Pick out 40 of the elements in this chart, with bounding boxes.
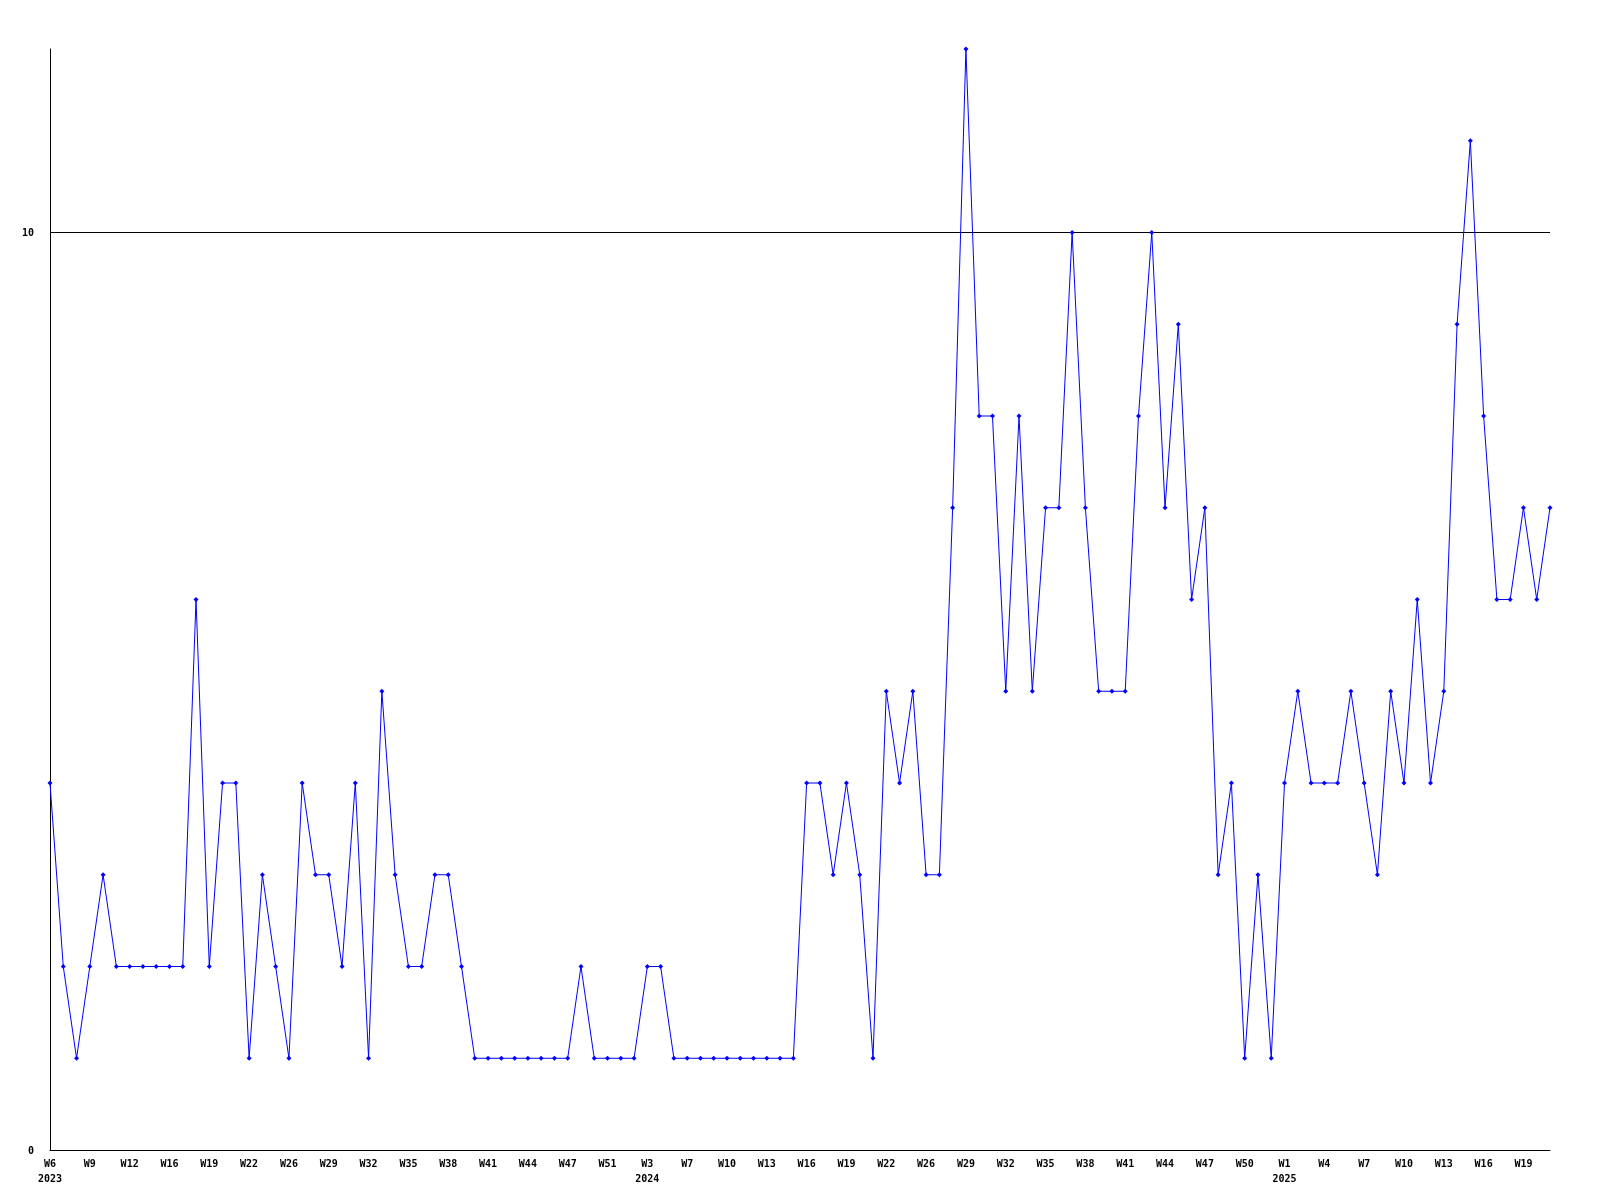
x-tick-label: W1 2025 [1272, 1158, 1297, 1184]
x-tick-label: W22 [877, 1158, 896, 1169]
x-tick-label: W16 [797, 1158, 816, 1169]
x-tick-label: W41 [1116, 1158, 1135, 1169]
x-tick-label: W7 [1358, 1158, 1371, 1169]
x-tick-label: W9 [83, 1158, 96, 1169]
x-tick-label: W13 [757, 1158, 776, 1169]
x-tick-label: W47 [1195, 1158, 1214, 1169]
x-tick-label: W7 [681, 1158, 694, 1169]
x-tick-label: W47 [558, 1158, 577, 1169]
x-tick-label: W35 [399, 1158, 418, 1169]
x-tick-label: W22 [240, 1158, 259, 1169]
x-tick-label: W19 [200, 1158, 219, 1169]
x-tick-label: W6 2023 [37, 1158, 63, 1184]
x-tick-label: W19 [837, 1158, 856, 1169]
x-tick-label: W4 [1318, 1158, 1331, 1169]
x-tick-label: W26 [279, 1158, 298, 1169]
x-tick-label: W16 [160, 1158, 179, 1169]
x-tick-label: W32 [996, 1158, 1015, 1169]
x-tick-label: W29 [319, 1158, 338, 1169]
y-tick-label: 10 [21, 227, 34, 238]
x-tick-label: W35 [1036, 1158, 1055, 1169]
x-tick-label: W13 [1434, 1158, 1453, 1169]
x-tick-label: W50 [1235, 1158, 1254, 1169]
x-tick-label: W41 [479, 1158, 498, 1169]
x-tick-label: W19 [1514, 1158, 1533, 1169]
x-tick-label: W38 [1076, 1158, 1095, 1169]
x-tick-label: W10 [717, 1158, 737, 1169]
y-tick-label: 0 [27, 1144, 34, 1156]
x-tick-label: W51 [598, 1158, 617, 1169]
x-tick-label: W26 [917, 1158, 936, 1169]
x-tick-label: W44 [518, 1158, 537, 1169]
x-tick-label: W10 [1394, 1158, 1414, 1169]
x-tick-label: W3 2024 [635, 1158, 660, 1184]
x-tick-label: W16 [1474, 1158, 1493, 1169]
x-tick-label: W44 [1156, 1158, 1175, 1169]
x-tick-label: W32 [359, 1158, 378, 1169]
x-tick-label: W29 [956, 1158, 975, 1169]
x-tick-label: W38 [439, 1158, 458, 1169]
x-tick-label: W12 [120, 1158, 139, 1169]
